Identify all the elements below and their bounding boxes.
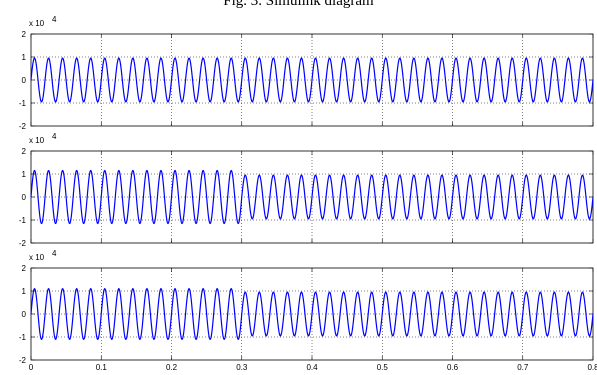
y-exponent-power: 4 <box>52 132 57 141</box>
subplot-2: -2 -1 0 1 2x 10 4 <box>19 132 594 248</box>
x-tick-label: 0.6 <box>447 363 459 372</box>
signal-line <box>30 57 594 103</box>
y-tick-label: 1 <box>22 287 27 296</box>
x-tick-label: 0.2 <box>166 363 178 372</box>
signal-line <box>30 288 594 340</box>
y-exponent-label: x 10 <box>29 253 45 262</box>
x-tick-label: 0.4 <box>306 363 318 372</box>
y-tick-label: 0 <box>22 310 27 319</box>
y-exponent-power: 4 <box>52 249 57 258</box>
y-tick-label: 2 <box>22 264 27 273</box>
y-tick-label: 1 <box>22 53 27 62</box>
x-tick-label: 0.3 <box>236 363 248 372</box>
x-tick-label: 0.5 <box>377 363 389 372</box>
x-tick-label: 0.7 <box>517 363 529 372</box>
y-tick-label: -2 <box>19 122 27 131</box>
x-tick-label: 0.8 <box>587 363 597 372</box>
subplot-3: 0 0.1 0.2 0.3 0.4 0.5 0.6 0.7 0.8 -2 -1 0 1 2x 10 4 <box>19 249 597 372</box>
y-tick-label: -2 <box>19 239 27 248</box>
y-tick-label: -1 <box>19 333 27 342</box>
y-tick-label: 0 <box>22 76 27 85</box>
y-exponent-label: x 10 <box>29 136 45 145</box>
y-tick-label: -1 <box>19 99 27 108</box>
y-tick-label: 2 <box>22 30 27 39</box>
x-tick-label: 0.1 <box>96 363 108 372</box>
y-tick-label: 0 <box>22 193 27 202</box>
y-tick-label: -2 <box>19 356 27 365</box>
signal-line <box>30 169 594 225</box>
x-tick-label: 0 <box>29 363 34 372</box>
y-tick-label: -1 <box>19 216 27 225</box>
subplot-1: -2 -1 0 1 2x 10 4 <box>19 15 594 131</box>
figure-caption: Fig. 3. Simulink diagram <box>223 0 374 9</box>
y-tick-label: 1 <box>22 170 27 179</box>
y-tick-label: 2 <box>22 147 27 156</box>
y-exponent-power: 4 <box>52 15 57 24</box>
y-exponent-label: x 10 <box>29 19 45 28</box>
